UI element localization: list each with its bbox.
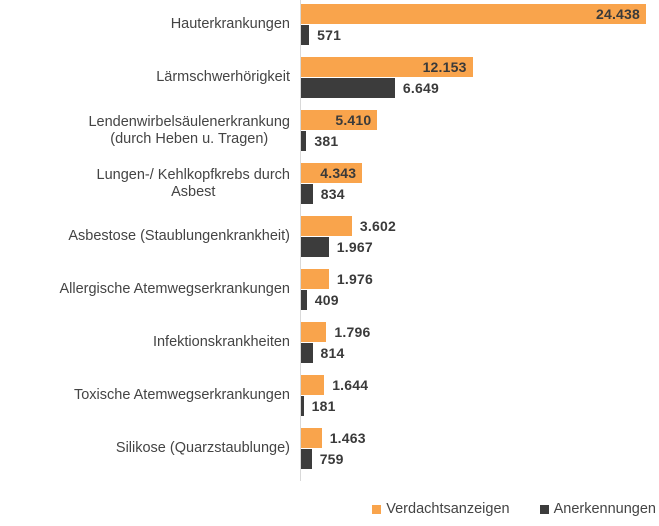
legend-label-anerkennungen: Anerkennungen	[553, 501, 656, 517]
bar-line: 409	[301, 290, 659, 310]
category-label: Toxische Atemwegserkrankungen	[73, 387, 290, 404]
category-label: Infektionskrankheiten	[152, 334, 290, 351]
bar-line: 3.602	[301, 216, 659, 236]
value-label: 1.967	[336, 239, 373, 255]
bar-group: 1.644 181	[301, 375, 659, 416]
bar-line: 571	[301, 25, 659, 45]
bar-anerkennungen	[301, 131, 307, 151]
bar-verdachtsanzeigen	[301, 375, 325, 395]
bar-line: 12.153	[301, 57, 659, 77]
chart-row: Lärmschwerhörigkeit 12.153 6.649	[0, 57, 659, 98]
value-label: 181	[311, 398, 336, 414]
legend-item-anerkennungen: Anerkennungen	[539, 501, 656, 517]
chart-row: Infektionskrankheiten 1.796 814	[0, 322, 659, 363]
category-label: Hauterkrankungen	[170, 16, 290, 33]
bar-verdachtsanzeigen	[301, 322, 327, 342]
value-label: 24.438	[595, 6, 640, 22]
bar-anerkennungen	[301, 449, 312, 469]
category-label: Lärmschwerhörigkeit	[156, 69, 290, 86]
bar-line: 1.967	[301, 237, 659, 257]
chart-row: Lungen-/ Kehlkopfkrebs durch Asbest 4.343…	[0, 163, 659, 204]
bar-group: 4.343 834	[301, 163, 659, 204]
bar-verdachtsanzeigen: 12.153	[301, 57, 473, 77]
bar-anerkennungen	[301, 237, 329, 257]
bar-line: 5.410	[301, 110, 659, 130]
bar-group: 24.438 571	[301, 4, 659, 45]
bar-anerkennungen	[301, 78, 395, 98]
value-label: 759	[319, 451, 344, 467]
bar-verdachtsanzeigen: 24.438	[301, 4, 646, 24]
verdachtsanzeigen-swatch-icon	[372, 504, 382, 514]
value-label: 6.649	[402, 80, 439, 96]
bar-group: 5.410 381	[301, 110, 659, 151]
bar-anerkennungen	[301, 290, 307, 310]
chart-row: Lendenwirbelsäulenerkrankung (durch Hebe…	[0, 110, 659, 151]
value-label: 12.153	[422, 59, 467, 75]
bar-group: 1.976 409	[301, 269, 659, 310]
category-label: Lendenwirbelsäulenerkrankung (durch Hebe…	[88, 114, 290, 147]
bar-group: 1.796 814	[301, 322, 659, 363]
bar-group: 12.153 6.649	[301, 57, 659, 98]
bar-line: 1.463	[301, 428, 659, 448]
bar-verdachtsanzeigen	[301, 269, 329, 289]
bar-group: 1.463 759	[301, 428, 659, 469]
bar-anerkennungen	[301, 184, 313, 204]
bar-line: 24.438	[301, 4, 659, 24]
value-label: 571	[317, 27, 342, 43]
value-label: 409	[314, 292, 339, 308]
value-label: 1.796	[334, 324, 371, 340]
bar-line: 814	[301, 343, 659, 363]
bar-line: 1.976	[301, 269, 659, 289]
value-label: 1.644	[332, 377, 369, 393]
value-label: 5.410	[335, 112, 372, 128]
value-axis-line	[300, 0, 301, 481]
value-label: 3.602	[359, 218, 396, 234]
bar-group: 3.602 1.967	[301, 216, 659, 257]
bar-anerkennungen	[301, 396, 304, 416]
chart-legend: Verdachtsanzeigen Anerkennungen	[372, 501, 656, 517]
bar-line: 6.649	[301, 78, 659, 98]
value-label: 834	[320, 186, 345, 202]
bar-line: 1.796	[301, 322, 659, 342]
bar-line: 834	[301, 184, 659, 204]
value-label: 381	[314, 133, 339, 149]
chart-rows: Hauterkrankungen 24.438 571 Lärmschwerhörig…	[0, 4, 659, 481]
bar-anerkennungen	[301, 25, 310, 45]
value-label: 1.463	[329, 430, 366, 446]
bar-verdachtsanzeigen	[301, 216, 352, 236]
value-label: 4.343	[320, 165, 357, 181]
category-label: Asbestose (Staublungenkrankheit)	[68, 228, 290, 245]
bar-line: 1.644	[301, 375, 659, 395]
bar-line: 181	[301, 396, 659, 416]
chart-row: Allergische Atemwegserkrankungen 1.976 409	[0, 269, 659, 310]
value-label: 1.976	[336, 271, 373, 287]
value-label: 814	[320, 345, 345, 361]
bar-line: 381	[301, 131, 659, 151]
anerkennungen-swatch-icon	[539, 504, 549, 514]
category-label: Lungen-/ Kehlkopfkrebs durch Asbest	[96, 167, 290, 200]
chart-row: Asbestose (Staublungenkrankheit) 3.602 1.9…	[0, 216, 659, 257]
legend-label-verdachtsanzeigen: Verdachtsanzeigen	[386, 501, 510, 517]
legend-item-verdachtsanzeigen: Verdachtsanzeigen	[372, 501, 510, 517]
bar-verdachtsanzeigen	[301, 428, 322, 448]
bar-verdachtsanzeigen: 4.343	[301, 163, 363, 183]
bar-verdachtsanzeigen: 5.410	[301, 110, 378, 130]
bar-line: 759	[301, 449, 659, 469]
category-label: Silikose (Quarzstaublunge)	[115, 440, 290, 457]
chart-row: Toxische Atemwegserkrankungen 1.644 181	[0, 375, 659, 416]
chart-row: Hauterkrankungen 24.438 571	[0, 4, 659, 45]
category-label: Allergische Atemwegserkrankungen	[59, 281, 290, 298]
bar-line: 4.343	[301, 163, 659, 183]
bar-anerkennungen	[301, 343, 313, 363]
chart-row: Silikose (Quarzstaublunge) 1.463 759	[0, 428, 659, 469]
